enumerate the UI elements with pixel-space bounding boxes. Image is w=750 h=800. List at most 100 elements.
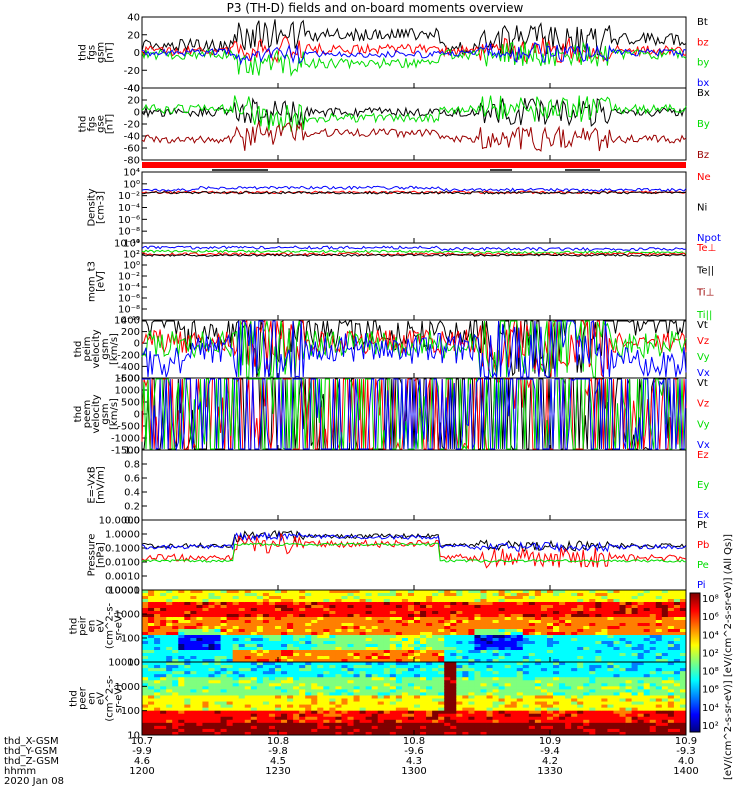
heatmap-cell: [377, 725, 385, 730]
heatmap-cell: [250, 695, 258, 699]
heatmap-cell: [522, 695, 530, 699]
heatmap-cell: [673, 611, 681, 615]
heatmap-cell: [450, 650, 457, 654]
heatmap-cell: [462, 677, 469, 681]
heatmap-cell: [528, 605, 536, 609]
heatmap-cell: [595, 602, 602, 606]
heatmap-cell: [244, 725, 252, 730]
heatmap-cell: [196, 689, 203, 693]
heatmap-cell: [486, 593, 493, 597]
heatmap-cell: [637, 593, 645, 597]
heatmap-cell: [377, 677, 385, 681]
heatmap-cell: [154, 593, 161, 597]
heatmap-cell: [661, 665, 669, 669]
heatmap-cell: [256, 662, 264, 666]
heatmap-cell: [142, 635, 149, 639]
heatmap-cell: [667, 599, 675, 603]
heatmap-cell: [274, 650, 282, 654]
heatmap-cell: [256, 725, 264, 730]
heatmap-cell: [184, 647, 191, 651]
heatmap-cell: [444, 731, 451, 736]
heatmap-cell: [383, 716, 391, 721]
heatmap-cell: [510, 710, 518, 715]
heatmap-cell: [347, 704, 354, 709]
heatmap-cell: [160, 593, 167, 597]
heatmap-cell: [160, 689, 167, 693]
heatmap-cell: [468, 650, 475, 654]
heatmap-cell: [335, 701, 342, 705]
heatmap-cell: [540, 611, 548, 615]
heatmap-cell: [498, 653, 506, 657]
heatmap-cell: [438, 674, 445, 678]
heatmap-cell: [154, 725, 161, 730]
heatmap-cell: [208, 641, 215, 645]
heatmap-cell: [347, 629, 354, 633]
heatmap-cell: [516, 629, 524, 633]
heatmap-cell: [492, 614, 500, 618]
heatmap-cell: [583, 698, 590, 702]
heatmap-cell: [492, 635, 500, 639]
heatmap-cell: [208, 683, 215, 687]
heatmap-cell: [305, 617, 312, 621]
heatmap-cell: [504, 629, 512, 633]
heatmap-cell: [601, 659, 608, 663]
heatmap-cell: [377, 707, 385, 712]
heatmap-cell: [220, 683, 228, 687]
heatmap-cell: [498, 716, 506, 721]
heatmap-cell: [250, 602, 258, 606]
heatmap-cell: [293, 629, 300, 633]
heatmap-cell: [268, 719, 276, 724]
heatmap-cell: [208, 644, 215, 648]
heatmap-cell: [679, 713, 687, 718]
heatmap-cell: [383, 731, 391, 736]
heatmap-cell: [154, 626, 161, 630]
heatmap-cell: [202, 626, 209, 630]
heatmap-cell: [679, 602, 687, 606]
heatmap-cell: [395, 602, 403, 606]
footer-value: -9.6: [404, 746, 424, 757]
heatmap-cell: [649, 713, 657, 718]
heatmap-cell: [268, 665, 276, 669]
heatmap-cell: [395, 710, 403, 715]
heatmap-cell: [450, 680, 457, 684]
heatmap-cell: [371, 602, 379, 606]
legend-entry: Vy: [697, 352, 710, 363]
heatmap-cell: [667, 590, 675, 594]
heatmap-cell: [371, 716, 379, 721]
heatmap-cell: [643, 716, 651, 721]
heatmap-cell: [311, 722, 318, 727]
heatmap-cell: [190, 647, 197, 651]
heatmap-cell: [601, 668, 608, 672]
footer-value: 1300: [401, 766, 427, 777]
heatmap-cell: [389, 656, 397, 660]
heatmap-cell: [601, 623, 608, 627]
heatmap-cell: [383, 635, 391, 639]
heatmap-cell: [571, 629, 578, 633]
heatmap-cell: [281, 692, 288, 696]
heatmap-cell: [414, 590, 421, 594]
heatmap-cell: [190, 683, 197, 687]
heatmap-cell: [268, 683, 276, 687]
heatmap-cell: [287, 635, 294, 639]
heatmap-cell: [148, 731, 155, 736]
heatmap-cell: [534, 665, 542, 669]
heatmap-cell: [661, 614, 669, 618]
heatmap-cell: [468, 596, 475, 600]
heatmap-cell: [577, 641, 584, 645]
heatmap-cell: [389, 704, 397, 709]
heatmap-cell: [274, 599, 282, 603]
heatmap-cell: [220, 635, 228, 639]
heatmap-cell: [510, 680, 518, 684]
heatmap-cell: [202, 647, 209, 651]
heatmap-cell: [232, 596, 240, 600]
y-tick-label: -80: [124, 156, 140, 167]
heatmap-cell: [160, 731, 167, 736]
heatmap-cell: [214, 704, 221, 709]
heatmap-cell: [317, 647, 324, 651]
heatmap-cell: [371, 662, 379, 666]
heatmap-cell: [329, 686, 336, 690]
y-tick-label: 10⁻¹⁰: [114, 239, 140, 250]
heatmap-cell: [492, 623, 500, 627]
heatmap-cell: [202, 719, 209, 724]
heatmap-cell: [432, 707, 439, 712]
